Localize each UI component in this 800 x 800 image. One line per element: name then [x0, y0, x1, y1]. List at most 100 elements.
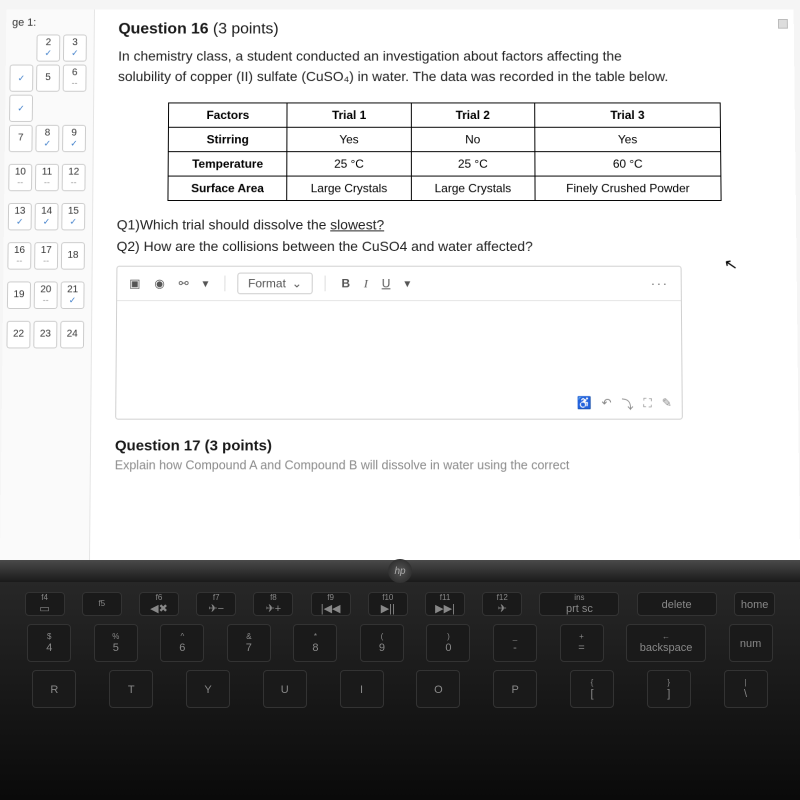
- keyboard-key: ^6: [160, 624, 204, 662]
- editor-toolbar: ▣ ◉ ⚯ ▾ Format ⌄ B I U ▾ ···: [117, 267, 681, 301]
- subquestion-2: Q2) How are the collisions between the C…: [117, 238, 773, 254]
- q17-title: Question 17 (3 points): [115, 438, 775, 455]
- q17-teaser: Explain how Compound A and Compound B wi…: [115, 458, 775, 472]
- keyboard-key: %5: [94, 624, 138, 662]
- question-nav-cell[interactable]: 6--: [63, 65, 87, 92]
- question-nav-cell[interactable]: 13✓: [8, 203, 32, 230]
- keyboard-key: U: [263, 670, 307, 708]
- editor-footer: ♿ ↶ ⤵ ⛶ ✎: [116, 390, 682, 419]
- keyboard-key: P: [493, 670, 537, 708]
- keyboard-area: f4▭f5f6◀✖f7✈−f8✈+f9|◀◀f10▶||f11▶▶|f12✈in…: [0, 582, 800, 726]
- keyboard-key: ←backspace: [626, 624, 706, 662]
- question-nav-cell[interactable]: 3✓: [63, 34, 87, 61]
- keyboard-key: }]: [647, 670, 691, 708]
- italic-button[interactable]: I: [360, 274, 372, 293]
- scroll-up-indicator[interactable]: [778, 19, 788, 29]
- keyboard-key: (9: [360, 624, 404, 662]
- mouse-cursor-icon: ↖: [722, 254, 739, 276]
- question-nav-cell[interactable]: 2✓: [36, 34, 60, 61]
- more-format-icon[interactable]: ▾: [400, 275, 414, 293]
- question-nav-cell[interactable]: 10--: [8, 164, 32, 191]
- keyboard-key: _-: [493, 624, 537, 662]
- table-row: Surface AreaLarge CrystalsLarge Crystals…: [168, 176, 721, 200]
- keyboard-key: O: [416, 670, 460, 708]
- question-nav-sidebar: ge 1: 2✓3✓✓56--✓78✓9✓10--11--12--13✓14✓1…: [0, 9, 95, 560]
- question-nav-cell[interactable]: 9✓: [62, 125, 86, 152]
- subquestion-1: Q1)Which trial should dissolve the slowe…: [117, 217, 773, 233]
- laptop-hinge: hp: [0, 560, 800, 582]
- media-icon[interactable]: ▣: [125, 275, 144, 293]
- table-row: Temperature25 °C25 °C60 °C: [168, 152, 721, 176]
- keyboard-key: &7: [227, 624, 271, 662]
- question-nav-cell[interactable]: 14✓: [35, 203, 59, 230]
- question-nav-cell[interactable]: 22: [6, 321, 30, 349]
- keyboard-key: f11▶▶|: [425, 592, 465, 616]
- keyboard-key: f5: [82, 592, 122, 616]
- undo-icon[interactable]: ↶: [601, 396, 611, 413]
- question-title: Question 16 (3 points): [118, 21, 770, 38]
- question-nav-cell[interactable]: 7: [9, 125, 33, 152]
- table-header: Trial 1: [287, 103, 411, 127]
- question-nav-cell[interactable]: 11--: [35, 164, 59, 191]
- table-row: StirringYesNoYes: [168, 127, 720, 151]
- question-nav-cell[interactable]: 15✓: [61, 203, 85, 230]
- camera-icon[interactable]: ◉: [150, 275, 168, 293]
- question-nav-cell[interactable]: 5: [36, 65, 60, 92]
- keyboard-key: Y: [186, 670, 230, 708]
- keyboard-key: $4: [27, 624, 71, 662]
- keyboard-key: I: [340, 670, 384, 708]
- question-nav-cell[interactable]: 18: [61, 242, 85, 269]
- question-nav-cell[interactable]: ✓: [9, 65, 33, 92]
- hp-logo-icon: hp: [388, 559, 412, 583]
- keyboard-key: *8: [293, 624, 337, 662]
- question-nav-cell[interactable]: 24: [60, 321, 84, 349]
- keyboard-key: f8✈+: [253, 592, 293, 616]
- question-nav-cell[interactable]: 19: [7, 281, 31, 309]
- keyboard-key: delete: [637, 592, 717, 616]
- keyboard-key: )0: [426, 624, 470, 662]
- keyboard-key: f7✈−: [196, 592, 236, 616]
- keyboard-key: f12✈: [482, 592, 522, 616]
- link-icon[interactable]: ⚯: [175, 275, 193, 293]
- keyboard-key: num: [729, 624, 773, 662]
- more-options-icon[interactable]: ···: [647, 275, 673, 293]
- keyboard-key: R: [32, 670, 76, 708]
- table-header: Factors: [168, 103, 287, 127]
- format-select[interactable]: Format ⌄: [237, 273, 313, 295]
- find-icon[interactable]: ⤵: [621, 396, 633, 413]
- question-nav-cell[interactable]: ✓: [9, 95, 33, 122]
- keyboard-key: f6◀✖: [139, 592, 179, 616]
- question-nav-cell[interactable]: 23: [33, 321, 57, 349]
- question-nav-cell[interactable]: 21✓: [60, 281, 84, 309]
- screen-area: ge 1: 2✓3✓✓56--✓78✓9✓10--11--12--13✓14✓1…: [0, 9, 800, 560]
- data-table: FactorsTrial 1Trial 2Trial 3 StirringYes…: [167, 102, 721, 201]
- question-nav-cell[interactable]: 20--: [34, 281, 58, 309]
- chevron-down-icon: ⌄: [292, 277, 302, 291]
- underlined-word: slowest?: [330, 217, 384, 233]
- underline-button[interactable]: U: [378, 275, 395, 293]
- keyboard-key: home: [734, 592, 776, 616]
- sidebar-title: ge 1:: [10, 17, 90, 29]
- keyboard-key: f9|◀◀: [311, 592, 351, 616]
- question-nav-cell[interactable]: 16--: [7, 242, 31, 269]
- question-nav-cell[interactable]: 12--: [62, 164, 86, 191]
- expand-icon[interactable]: ⛶: [643, 396, 651, 413]
- keyboard-key: {[: [570, 670, 614, 708]
- edit-icon[interactable]: ✎: [662, 396, 672, 413]
- dropdown-icon[interactable]: ▾: [198, 275, 212, 293]
- keyboard-key: +=: [560, 624, 604, 662]
- question-nav-cell[interactable]: 8✓: [35, 125, 59, 152]
- keyboard-key: T: [109, 670, 153, 708]
- keyboard-key: |\: [724, 670, 768, 708]
- bold-button[interactable]: B: [337, 275, 354, 293]
- table-header: Trial 3: [535, 103, 721, 127]
- question-grid: 2✓3✓ ✓56-- ✓ 78✓9✓ 10--11--12-- 13✓14✓15✓ 16--…: [6, 34, 89, 348]
- a11y-icon[interactable]: ♿: [577, 396, 592, 413]
- editor-textarea[interactable]: [116, 301, 681, 390]
- question-nav-cell[interactable]: 17--: [34, 242, 58, 269]
- next-question-preview: Question 17 (3 points) Explain how Compo…: [115, 438, 775, 473]
- keyboard-key: f10▶||: [368, 592, 408, 616]
- laptop-base: hp f4▭f5f6◀✖f7✈−f8✈+f9|◀◀f10▶||f11▶▶|f12…: [0, 560, 800, 800]
- main-content: ↖ Question 16 (3 points) In chemistry cl…: [90, 9, 800, 560]
- question-number: Question 16: [118, 21, 208, 37]
